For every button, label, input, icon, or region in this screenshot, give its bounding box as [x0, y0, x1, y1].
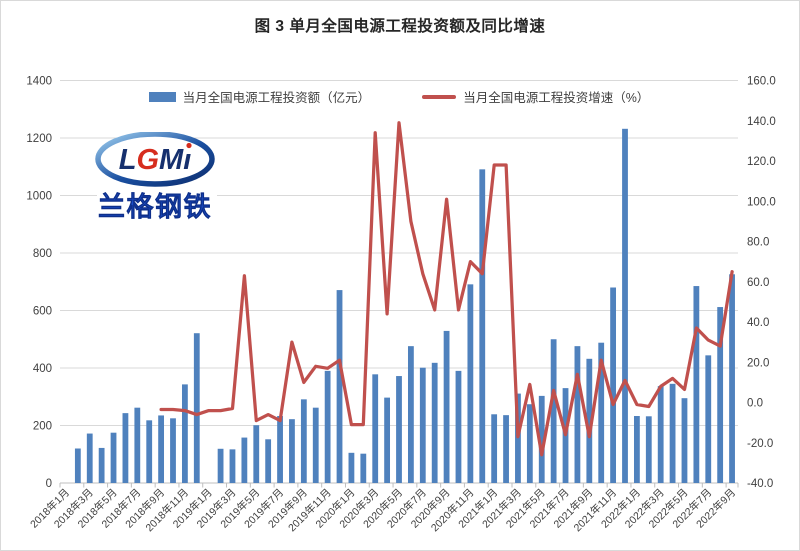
- chart-title: 图 3 单月全国电源工程投资额及同比增速: [254, 18, 546, 35]
- bar-series-swatch: [148, 91, 176, 102]
- right-axis-label: 0.0: [747, 398, 763, 410]
- right-axis-label: -40.0: [747, 478, 773, 490]
- bar-2019年8月: [289, 419, 295, 483]
- bar-2018年3月: [86, 433, 93, 483]
- left-axis-label: 400: [33, 363, 52, 375]
- bar-2020年8月: [431, 362, 438, 483]
- left-axis-label: 800: [33, 248, 52, 260]
- logo-ellipse: [95, 131, 215, 187]
- bar-2018年2月: [74, 448, 81, 483]
- bar-2020年2月: [360, 453, 367, 483]
- right-axis-label: -20.0: [747, 438, 773, 450]
- bar-2019年9月: [300, 399, 307, 483]
- logo-lgmi-text: LGMı: [119, 144, 192, 176]
- bar-2022年9月: [729, 274, 735, 483]
- line-series-label: 当月全国电源工程投资增速（%）: [463, 91, 650, 105]
- bar-2018年9月: [158, 415, 165, 483]
- bar-2022年4月: [669, 383, 676, 483]
- bar-2018年5月: [110, 432, 117, 483]
- bar-2019年12月: [336, 290, 343, 483]
- bar-2020年9月: [443, 330, 450, 483]
- bar-2020年12月: [479, 169, 486, 483]
- bar-2020年11月: [467, 284, 474, 483]
- bar-2019年11月: [324, 370, 331, 483]
- bar-2018年6月: [122, 413, 129, 483]
- right-axis-label: 80.0: [747, 237, 769, 249]
- right-axis-label: 120.0: [747, 156, 776, 168]
- legend: 当月全国电源工程投资额（亿元） 当月全国电源工程投资增速（%）: [60, 87, 738, 106]
- left-axis-label: 1400: [26, 76, 52, 88]
- bar-2018年10月: [170, 418, 176, 483]
- logo-i-dot: [186, 142, 192, 149]
- logo-text-backing: [97, 190, 217, 222]
- left-axis-label: 200: [33, 421, 52, 433]
- bar-series-label: 当月全国电源工程投资额（亿元）: [182, 91, 371, 105]
- bar-2021年5月: [538, 395, 545, 483]
- bar-2021年4月: [526, 404, 533, 483]
- bar-2021年12月: [622, 128, 628, 484]
- bar-2018年8月: [146, 420, 153, 483]
- bar-2022年1月: [633, 416, 640, 483]
- bar-2022年5月: [681, 398, 688, 483]
- bar-2019年7月: [277, 416, 283, 483]
- right-axis-label: 140.0: [747, 116, 776, 128]
- right-axis-label: 60.0: [747, 277, 769, 289]
- bar-2018年4月: [98, 447, 105, 483]
- bar-2018年11月: [181, 384, 188, 483]
- watermark-logo: LGMı 兰格钢铁: [91, 131, 223, 224]
- bar-2020年1月: [348, 452, 355, 483]
- bar-2021年2月: [503, 415, 509, 483]
- bar-2019年3月: [229, 449, 236, 483]
- bar-2021年8月: [574, 346, 581, 483]
- bar-2021年9月: [586, 358, 593, 483]
- legend-item-line: 当月全国电源工程投资增速（%）: [422, 87, 649, 106]
- left-axis-label: 0: [46, 478, 52, 490]
- bar-2019年4月: [241, 437, 248, 483]
- bar-2020年5月: [396, 376, 402, 483]
- left-axis-label: 1200: [26, 133, 52, 145]
- right-axis-label: 20.0: [747, 357, 769, 369]
- bar-2022年2月: [645, 416, 652, 483]
- bar-2020年6月: [407, 346, 414, 483]
- bar-2020年10月: [455, 370, 462, 483]
- legend-item-bar: 当月全国电源工程投资额（亿元）: [148, 87, 371, 106]
- lgmi-logo-icon: LGMı 兰格钢铁: [95, 131, 217, 222]
- left-axis-label: 600: [33, 306, 52, 318]
- bar-2019年2月: [217, 448, 224, 483]
- right-axis-label: 40.0: [747, 317, 769, 329]
- bar-2019年5月: [253, 425, 260, 483]
- bar-2018年7月: [134, 407, 141, 483]
- bar-2019年10月: [312, 407, 319, 483]
- bar-2020年3月: [372, 374, 379, 483]
- bar-2022年6月: [693, 286, 700, 483]
- bar-2020年7月: [419, 367, 426, 483]
- right-axis-label: 160.0: [747, 76, 776, 88]
- bar-2020年4月: [384, 397, 391, 483]
- bar-2022年7月: [705, 355, 712, 483]
- bar-2022年3月: [657, 386, 664, 483]
- bar-2021年6月: [550, 339, 557, 483]
- right-axis-label: 100.0: [747, 196, 776, 208]
- bar-2022年8月: [717, 307, 724, 483]
- bar-2021年11月: [610, 287, 617, 483]
- logo-company-text: 兰格钢铁: [98, 192, 212, 222]
- bar-2019年6月: [265, 439, 272, 483]
- bar-2021年10月: [598, 342, 605, 483]
- bar-2018年12月: [193, 333, 200, 483]
- growth-line: [159, 121, 734, 457]
- line-series-swatch: [422, 94, 457, 99]
- left-axis-label: 1000: [26, 191, 52, 203]
- bar-2021年1月: [491, 414, 498, 483]
